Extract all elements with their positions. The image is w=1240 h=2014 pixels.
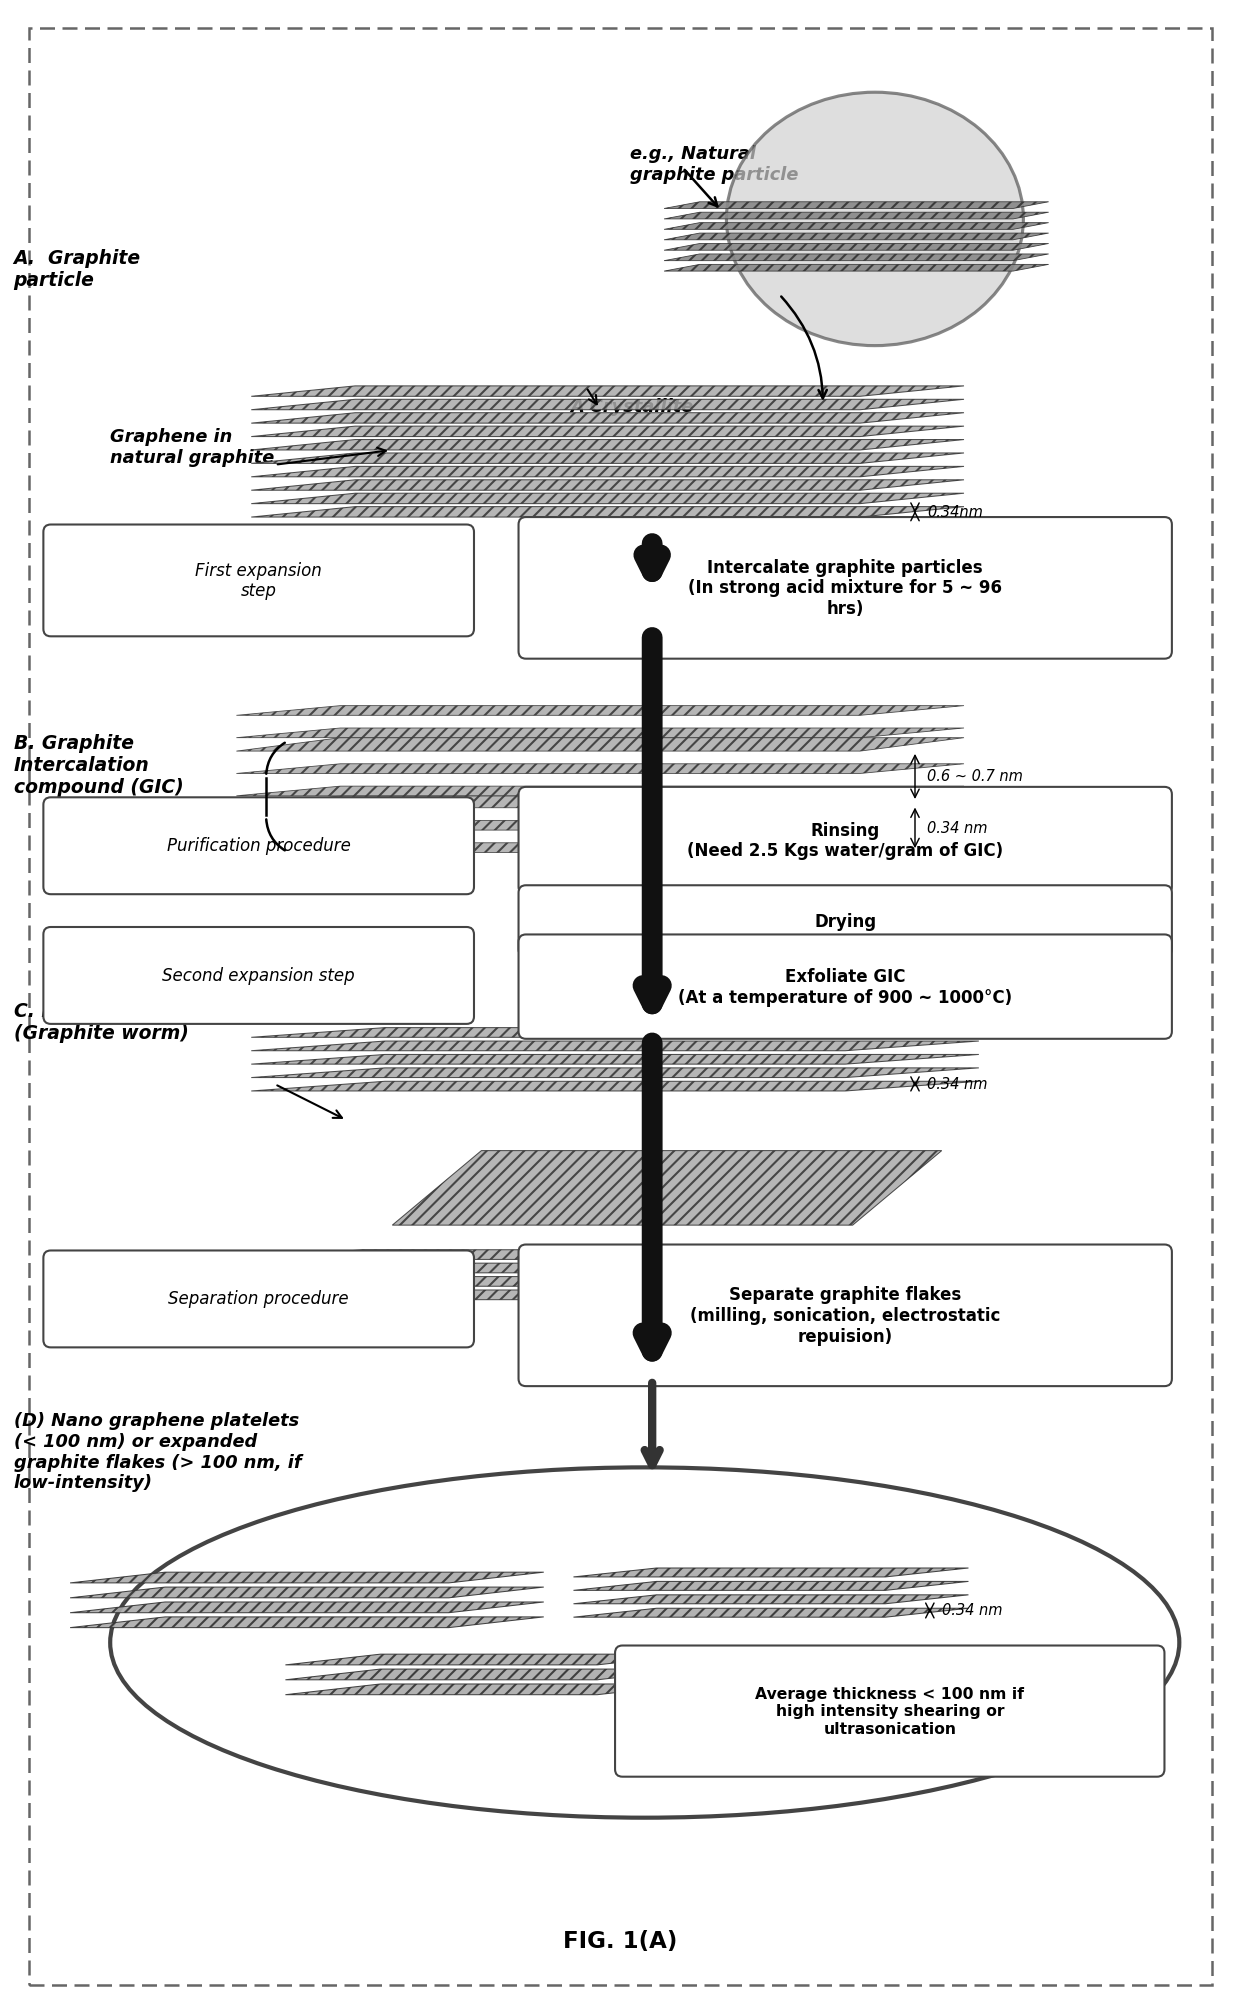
Polygon shape [252,453,963,463]
Polygon shape [285,1653,692,1666]
Polygon shape [252,479,963,491]
Polygon shape [252,1055,978,1063]
Polygon shape [663,254,1048,262]
Polygon shape [252,1082,978,1092]
Text: 0.34 nm: 0.34 nm [941,1603,1002,1617]
FancyBboxPatch shape [518,787,1172,894]
Ellipse shape [110,1468,1179,1819]
Polygon shape [237,729,963,737]
FancyBboxPatch shape [518,886,1172,957]
Polygon shape [237,763,963,773]
Polygon shape [285,1670,692,1680]
Polygon shape [237,844,963,852]
Polygon shape [285,1684,692,1696]
Ellipse shape [727,93,1023,346]
Text: 0.34 nm: 0.34 nm [926,1077,987,1092]
Polygon shape [663,213,1048,220]
FancyBboxPatch shape [43,1251,474,1347]
Polygon shape [252,427,963,437]
Text: Exfoliate GIC
(At a temperature of 900 ~ 1000°C): Exfoliate GIC (At a temperature of 900 ~… [678,967,1012,1007]
Polygon shape [573,1609,968,1617]
Polygon shape [244,1291,926,1299]
FancyBboxPatch shape [518,518,1172,659]
Text: Average thickness < 100 nm if
high intensity shearing or
ultrasonication: Average thickness < 100 nm if high inten… [755,1686,1024,1736]
Polygon shape [237,822,963,830]
FancyBboxPatch shape [43,926,474,1025]
Polygon shape [237,785,963,796]
Polygon shape [71,1601,543,1613]
Text: 0.6 ~ 0.7 nm: 0.6 ~ 0.7 nm [926,769,1022,783]
Polygon shape [573,1569,968,1577]
Polygon shape [244,1277,926,1287]
Polygon shape [237,737,963,751]
Text: B. Graphite
Intercalation
compound (GIC): B. Graphite Intercalation compound (GIC) [14,733,184,796]
Text: 0.34 nm: 0.34 nm [926,820,987,836]
Polygon shape [663,224,1048,230]
Polygon shape [252,1041,978,1051]
Polygon shape [252,439,963,451]
Polygon shape [663,264,1048,272]
FancyBboxPatch shape [43,526,474,636]
Polygon shape [252,467,963,477]
Polygon shape [252,1067,978,1077]
Polygon shape [252,493,963,504]
Polygon shape [252,399,963,411]
Polygon shape [71,1617,543,1627]
Polygon shape [573,1595,968,1603]
Polygon shape [244,1251,926,1259]
Text: A.  Graphite
particle: A. Graphite particle [14,250,141,290]
Polygon shape [663,244,1048,250]
Text: Separate graphite flakes
(milling, sonication, electrostatic
repuision): Separate graphite flakes (milling, sonic… [689,1285,999,1345]
Text: (D) Nano graphene platelets
(< 100 nm) or expanded
graphite flakes (> 100 nm, if: (D) Nano graphene platelets (< 100 nm) o… [14,1412,301,1492]
Text: A Crystallite: A Crystallite [570,399,693,417]
Text: Intercalate graphite particles
(In strong acid mixture for 5 ~ 96
hrs): Intercalate graphite particles (In stron… [688,558,1002,618]
Polygon shape [252,1027,978,1037]
FancyBboxPatch shape [615,1645,1164,1776]
Polygon shape [237,707,963,715]
Polygon shape [71,1573,543,1583]
Polygon shape [71,1587,543,1597]
Polygon shape [252,508,963,518]
Polygon shape [573,1581,968,1591]
Polygon shape [252,413,963,423]
Text: FIG. 1(A): FIG. 1(A) [563,1929,677,1952]
Text: Graphene in
natural graphite: Graphene in natural graphite [110,429,274,467]
FancyBboxPatch shape [43,798,474,894]
Polygon shape [237,796,963,808]
Polygon shape [244,1263,926,1273]
Text: 0.34nm: 0.34nm [926,506,982,520]
Text: Purification procedure: Purification procedure [166,838,351,856]
Text: Drying: Drying [813,912,875,930]
Text: e.g., Natural
graphite particle: e.g., Natural graphite particle [630,145,799,183]
FancyBboxPatch shape [518,1245,1172,1386]
Polygon shape [392,1150,941,1225]
Polygon shape [252,387,963,397]
Text: Rinsing
(Need 2.5 Kgs water/gram of GIC): Rinsing (Need 2.5 Kgs water/gram of GIC) [687,822,1003,860]
FancyBboxPatch shape [518,934,1172,1039]
Polygon shape [663,201,1048,209]
Text: First expansion
step: First expansion step [195,562,322,600]
Text: C. Exfoliated graphite
(Graphite worm): C. Exfoliated graphite (Graphite worm) [14,1001,244,1043]
Text: Separation procedure: Separation procedure [169,1291,348,1309]
Polygon shape [663,234,1048,240]
Text: Second expansion step: Second expansion step [162,967,355,985]
